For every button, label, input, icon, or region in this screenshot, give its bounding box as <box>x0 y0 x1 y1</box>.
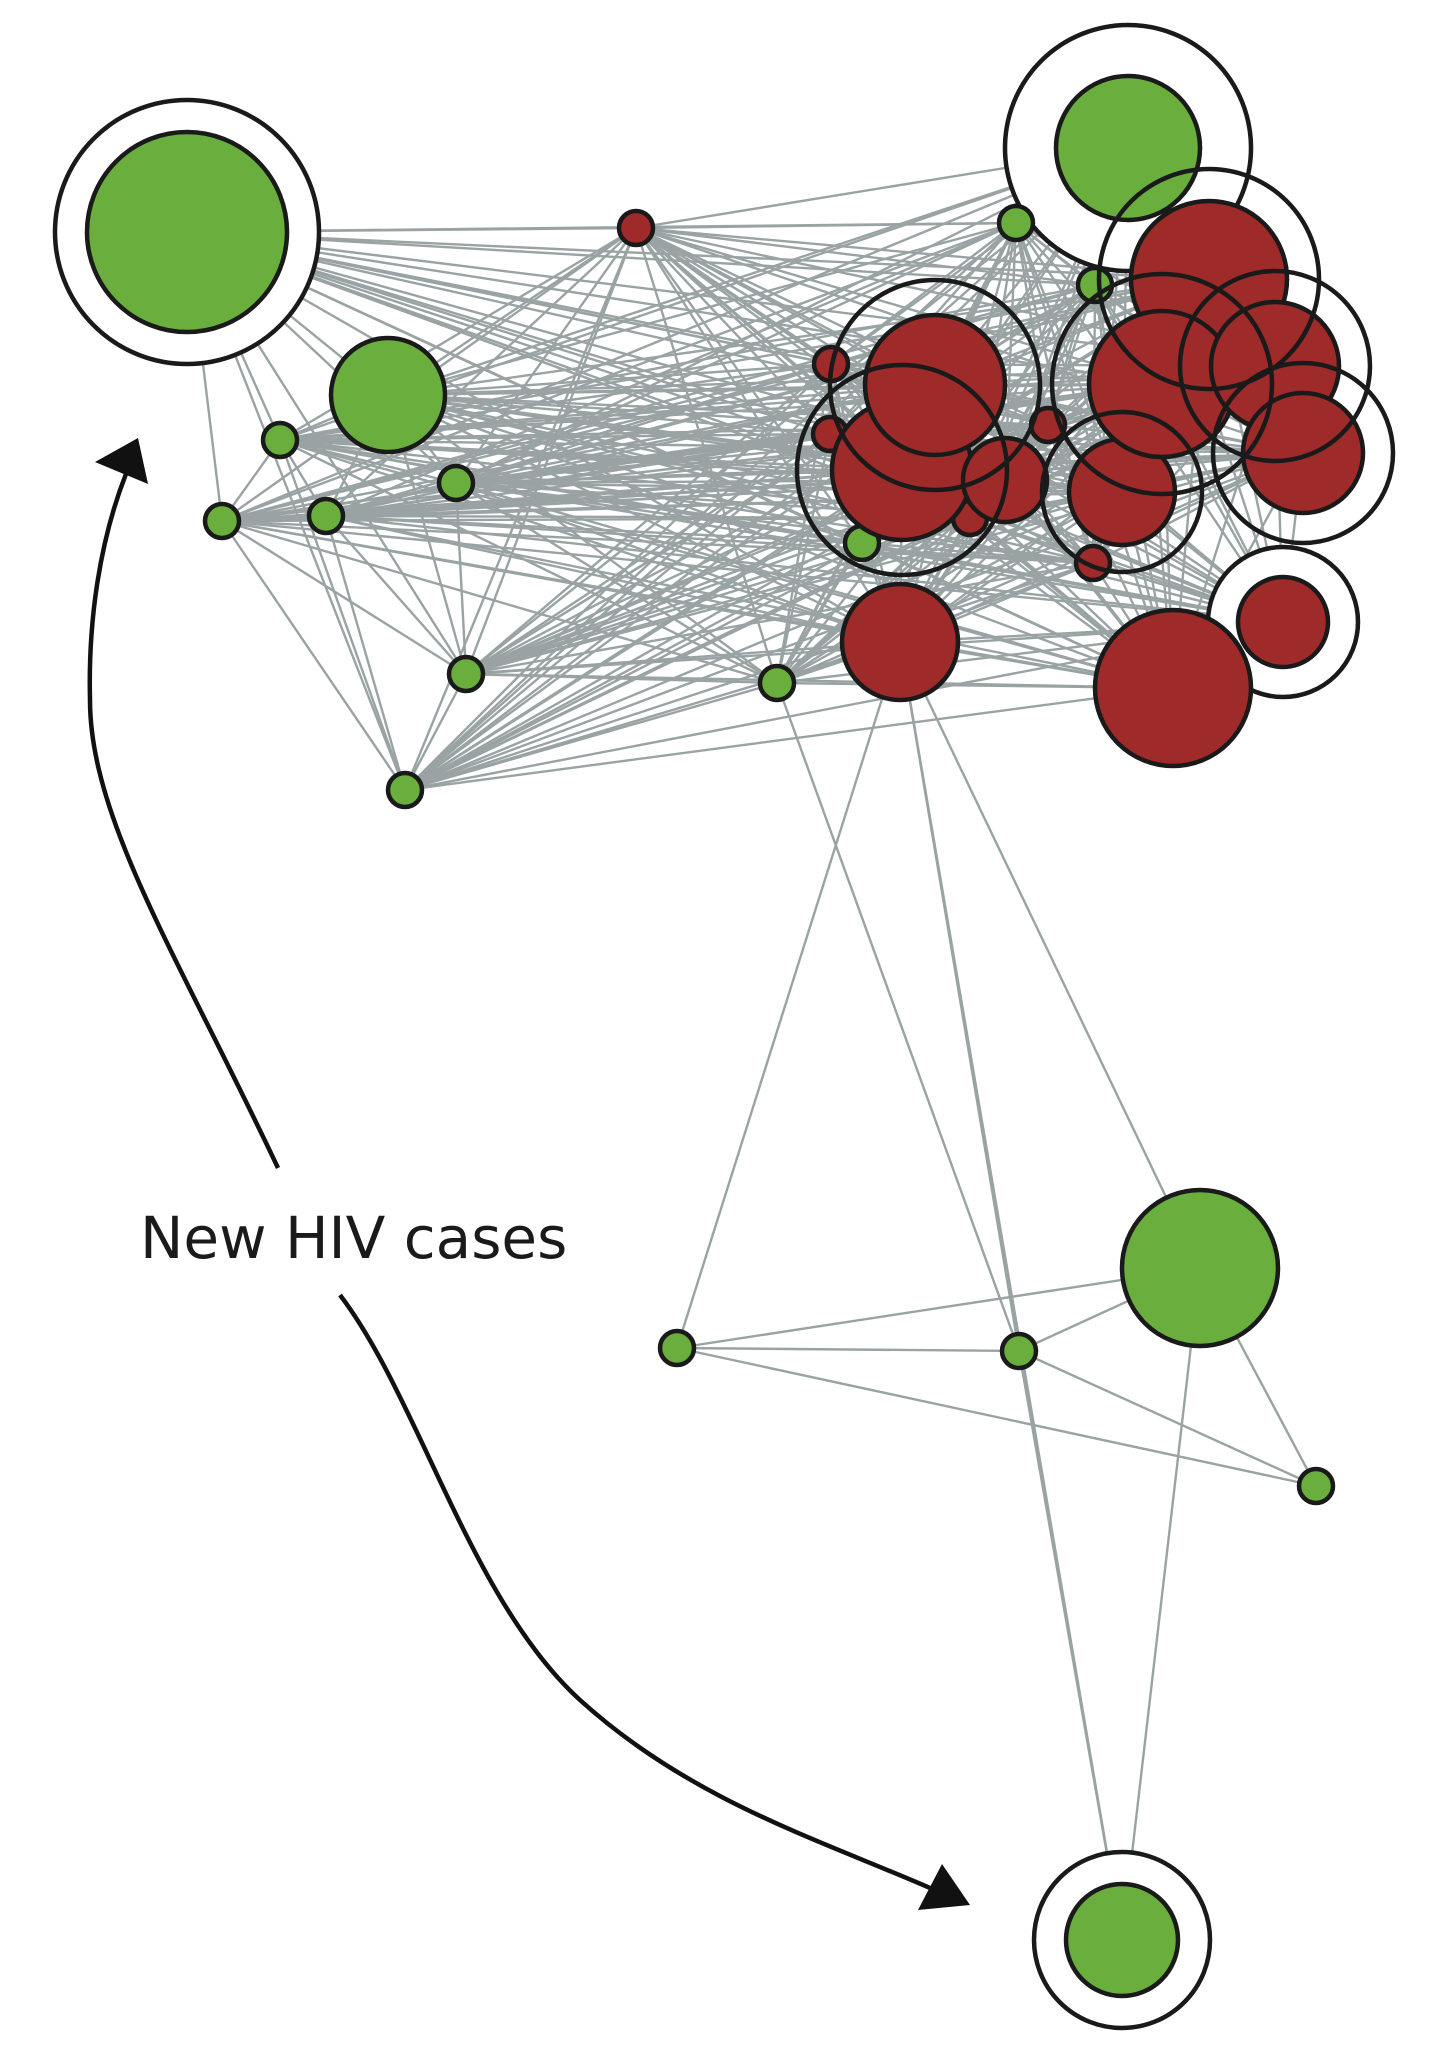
node-g-s2 <box>202 501 242 541</box>
node-g-low3 <box>1296 1466 1336 1506</box>
node-r-g <box>862 312 1008 458</box>
node-g-s7 <box>757 663 797 703</box>
edge-g-s7-r-i <box>776 490 1123 685</box>
annotation-arrows: New HIV cases <box>87 438 970 1910</box>
edge-g-s7-g-low2 <box>775 682 1021 1352</box>
edge-g-s4-r-p <box>455 481 1174 690</box>
edge-g-cluster-big-g-bottom <box>1120 1267 1202 1941</box>
edge-g-s4-r-hub <box>455 227 637 484</box>
edge-g-s3-g-s9 <box>325 221 1017 518</box>
new-hiv-cases-label: New HIV cases <box>140 1204 567 1272</box>
node-g-s9 <box>996 203 1036 243</box>
edge-g-s4-g-s5 <box>454 482 468 675</box>
node-r-m <box>1240 390 1366 516</box>
node-g-left-mid <box>328 335 448 455</box>
edge-g-s2-g-s5 <box>221 519 467 676</box>
edge-g-low1-g-cluster-big <box>676 1266 1201 1350</box>
ring-r-m <box>1210 360 1396 546</box>
node-g-low2 <box>999 1331 1039 1371</box>
node-r-p <box>1092 607 1254 769</box>
edge-g-s6-r-e <box>404 561 1094 792</box>
edge-g-left-mid-g-top-right-big <box>387 146 1129 397</box>
node-g-top-left-big <box>84 129 290 335</box>
edge-g-low1-g-low3 <box>676 1346 1317 1488</box>
edge-r-n-g-low1 <box>675 641 902 1349</box>
node-g-s6 <box>385 770 425 810</box>
node-g-s1 <box>260 420 300 460</box>
edge-g-s6-r-hub <box>403 227 638 791</box>
ring-overlay-layer <box>794 166 1396 578</box>
arrow-lower-head-icon <box>918 1864 970 1910</box>
arrow-upper-head-icon <box>95 438 148 484</box>
node-g-s5 <box>446 654 486 694</box>
edge-g-s7-r-hub <box>634 227 779 684</box>
edge-g-s6-r-p <box>404 686 1174 792</box>
edge-g-s3-g-s5 <box>325 515 467 675</box>
ring-r-i <box>1039 409 1205 575</box>
node-g-bottom <box>1063 1881 1181 1999</box>
arrow-lower-path <box>338 1293 931 1891</box>
node-r-hub <box>616 208 656 248</box>
edge-g-low2-g-bottom <box>1017 1350 1124 1941</box>
edge-g-s3-r-hub <box>325 227 637 517</box>
edge-r-hub-r-b <box>635 227 831 435</box>
edge-g-s4-r-a <box>455 362 832 485</box>
edge-g-s2-g-s9 <box>221 221 1017 523</box>
edge-g-left-mid-r-k <box>387 382 1163 397</box>
edge-g-s5-r-f <box>465 468 903 676</box>
edge-g-top-left-big-r-j <box>186 230 1210 281</box>
edge-r-n-g-cluster-big <box>898 641 1202 1269</box>
edge-g-s3-r-p <box>325 514 1174 690</box>
edge-g-s1-r-n <box>279 438 901 644</box>
edge-g-s3-g-s6 <box>324 515 407 791</box>
edge-r-hub-r-k <box>635 226 1163 386</box>
edge-g-s3-r-a <box>325 362 832 518</box>
edge-g-low2-g-low3 <box>1018 1349 1317 1488</box>
edge-g-s2-g-top-right-big <box>221 146 1129 523</box>
node-g-s4 <box>436 463 476 503</box>
edge-g-s8-r-hub <box>635 227 863 544</box>
ring-r-k <box>1049 271 1275 497</box>
node-layer <box>84 73 1366 1999</box>
ring-r-g <box>827 277 1043 493</box>
edge-g-s5-r-hub <box>464 227 638 675</box>
node-r-o <box>1235 574 1331 670</box>
node-r-n <box>839 581 961 703</box>
edge-g-s9-r-hub <box>635 221 1017 230</box>
edge-g-s5-g-s6 <box>403 673 468 791</box>
ring-r-j <box>1096 166 1322 392</box>
node-g-s3 <box>306 496 346 536</box>
node-g-low1 <box>657 1328 697 1368</box>
edge-g-s6-r-a <box>404 363 832 791</box>
ring-r-f <box>794 362 1010 578</box>
edge-g-s10-r-hub <box>635 226 1096 287</box>
edge-g-s4-g-s7 <box>455 481 778 685</box>
edge-g-s2-r-a <box>221 362 832 523</box>
arrow-upper-path <box>87 473 281 1169</box>
edge-g-s3-r-n <box>325 514 901 644</box>
edge-r-hub-r-n <box>634 227 902 643</box>
edge-g-s6-r-b <box>404 433 831 791</box>
edge-g-s1-g-s6 <box>278 439 407 791</box>
edge-g-s5-r-b <box>465 432 831 676</box>
node-g-top-right-big <box>1053 73 1203 223</box>
edge-g-top-left-big-g-s10 <box>186 230 1096 287</box>
ring-r-l <box>1177 268 1373 464</box>
node-g-cluster-big <box>1119 1187 1281 1349</box>
edge-g-low1-g-low2 <box>676 1346 1020 1353</box>
edge-g-s7-r-b <box>775 433 832 684</box>
edge-g-s2-g-s6 <box>221 520 406 791</box>
